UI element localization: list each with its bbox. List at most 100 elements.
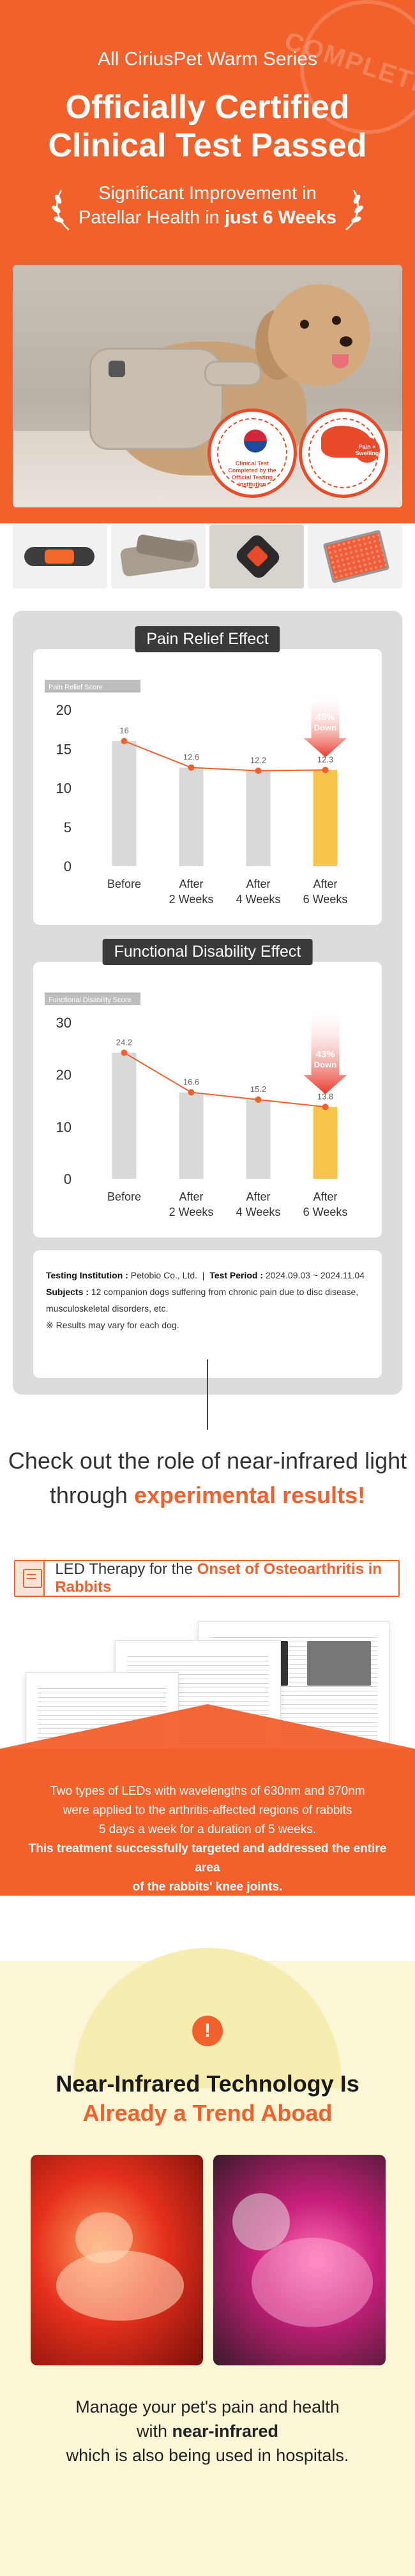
chart-bar [246, 770, 271, 866]
data-label: 24.2 [116, 1037, 132, 1047]
trend-body-line: which is also being used in hospitals. [66, 2446, 349, 2465]
dog-eye [300, 320, 309, 329]
x-tick-label: Before [107, 878, 141, 890]
results-note: ※ Results may vary for each dog. [46, 1320, 179, 1330]
experiment-text-line: Two types of LEDs with wavelengths of 63… [50, 1785, 365, 1798]
dog-red-light-photo [31, 2155, 203, 2365]
experiment-text-line: 5 days a week for a duration of 5 weeks. [98, 1823, 317, 1836]
down-arrow-icon [303, 694, 347, 758]
chart-bar [246, 1099, 271, 1179]
hero-subtitle: All CiriusPet Warm Series [98, 49, 317, 70]
x-tick-label: After [313, 1190, 337, 1203]
korea-emblem-icon [244, 430, 267, 453]
hero-desc-line2: Patellar Health in just 6 Weeks [0, 206, 415, 230]
trend-body-text: Manage your pet's pain and health with n… [0, 2395, 415, 2467]
dog-shape [56, 2250, 184, 2321]
dog-tongue [332, 354, 349, 368]
section-divider-line [207, 1359, 208, 1430]
hero-title-line1: Officially Certified [65, 89, 350, 126]
dog-shape [252, 2238, 373, 2327]
x-tick-label: 2 Weeks [169, 1206, 214, 1218]
y-tick-label: 20 [56, 1067, 72, 1083]
trend-line [124, 740, 326, 772]
certification-badge: Clinical Test Completed by the Official … [207, 408, 297, 498]
x-tick-label: 2 Weeks [169, 893, 214, 906]
research-papers-illustration [0, 1621, 415, 1928]
device-logo-icon [109, 361, 125, 377]
chart-bar [179, 767, 204, 866]
y-tick-label: 10 [56, 1119, 72, 1135]
trend-line [123, 1052, 326, 1108]
experiment-description: Two types of LEDs with wavelengths of 63… [19, 1782, 396, 1897]
led-therapy-label: LED Therapy for the Onset of Osteoarthri… [45, 1561, 398, 1596]
product-photo-dog: Clinical Test Completed by the Official … [13, 265, 402, 507]
dog-eye [332, 316, 341, 325]
document-icon [15, 1561, 45, 1596]
chart-bar [112, 1052, 137, 1179]
subjects-value: 12 companion dogs suffering from chronic… [91, 1287, 359, 1297]
product-thumbnails [13, 525, 402, 590]
trend-point [322, 767, 329, 774]
pain-relief-badge: Pain + Swelling [299, 408, 388, 498]
paper-figure [307, 1641, 371, 1686]
thumbnail-belt[interactable] [13, 525, 107, 588]
x-tick-label: After [179, 1190, 203, 1203]
hero-desc-bold: just 6 Weeks [224, 207, 337, 228]
trend-point [255, 1096, 262, 1103]
experiment-heading-line2: through experimental results! [0, 1478, 415, 1513]
functional-disability-chart: Functional Disability Score 0 10 20 30 24.2 Be… [45, 992, 347, 1218]
hero-desc-line1: Significant Improvement in [98, 183, 317, 204]
hero-title-line2: Clinical Test Passed [48, 127, 367, 164]
trend-point [322, 1104, 329, 1111]
chart-bar [313, 1107, 338, 1179]
dog-head [268, 284, 370, 386]
x-tick-label: 4 Weeks [236, 1206, 281, 1218]
y-axis-label: Functional Disability Score [49, 996, 132, 1004]
dog-shape [75, 2212, 133, 2263]
period-label: Test Period : [209, 1270, 263, 1280]
hero-title: Officially Certified Clinical Test Passe… [0, 88, 415, 165]
trend-section: ! Near-Infrared Technology Is Already a … [0, 1948, 415, 2576]
hero-laurel-text: Significant Improvement in Patellar Heal… [0, 181, 415, 230]
trend-title-line1: Near-Infrared Technology Is [56, 2071, 359, 2097]
laurel-right-icon [345, 190, 363, 230]
led-tag-highlight: Onset of Osteoarthritis in Rabbits [55, 1561, 382, 1596]
trend-point [188, 764, 195, 771]
data-label: 16.6 [183, 1077, 199, 1086]
thumbnail-panel[interactable] [308, 525, 402, 588]
trend-body-bold: near-infrared [172, 2422, 279, 2441]
experiment-heading-highlight: experimental results! [133, 1482, 366, 1508]
thumbnail-heart[interactable] [209, 525, 304, 588]
annotation-percent: 45% [315, 712, 335, 723]
trend-point [121, 738, 128, 744]
chart-bar [313, 770, 338, 866]
test-info-row: Testing Institution : Petobio Co., Ltd. … [46, 1270, 365, 1280]
clinical-results-section: Pain Relief Score 0 5 10 15 20 16 Before 12.6 Aft… [13, 611, 402, 1395]
experiment-heading: Check out the role of near-infrared ligh… [0, 1444, 415, 1513]
belt-product-icon [24, 547, 94, 566]
badge-ring [217, 418, 287, 488]
institution-value: Petobio Co., Ltd. [130, 1270, 198, 1280]
institution-label: Testing Institution : [46, 1270, 128, 1280]
led-panel-icon [322, 529, 390, 584]
experiment-text-line: were applied to the arthritis-affected r… [63, 1804, 352, 1817]
data-label: 12.6 [183, 753, 199, 762]
test-info-card: Testing Institution : Petobio Co., Ltd. … [33, 1250, 382, 1378]
period-value: 2024.09.03 ~ 2024.11.04 [265, 1270, 365, 1280]
led-tag-prefix: LED Therapy for the [55, 1561, 197, 1578]
trend-point [121, 1049, 128, 1056]
x-tick-label: 4 Weeks [236, 893, 281, 906]
data-label: 12.2 [250, 756, 266, 765]
experiment-heading-prefix: through [49, 1482, 134, 1508]
x-tick-label: After [179, 878, 203, 890]
hero-desc-prefix: Patellar Health in [78, 207, 225, 228]
data-label: 16 [119, 726, 128, 735]
thumbnail-pad[interactable] [111, 525, 206, 588]
experiment-heading-line1: Check out the role of near-infrared ligh… [8, 1448, 407, 1474]
y-tick-label: 15 [56, 741, 72, 757]
y-tick-label: 5 [64, 820, 72, 835]
functional-disability-chart-card: Functional Disability Score 0 10 20 30 24.2 Be… [33, 962, 382, 1238]
dog-shape [232, 2193, 290, 2250]
down-arrow-icon [303, 1007, 347, 1095]
warm-wrap-strap [204, 361, 262, 386]
